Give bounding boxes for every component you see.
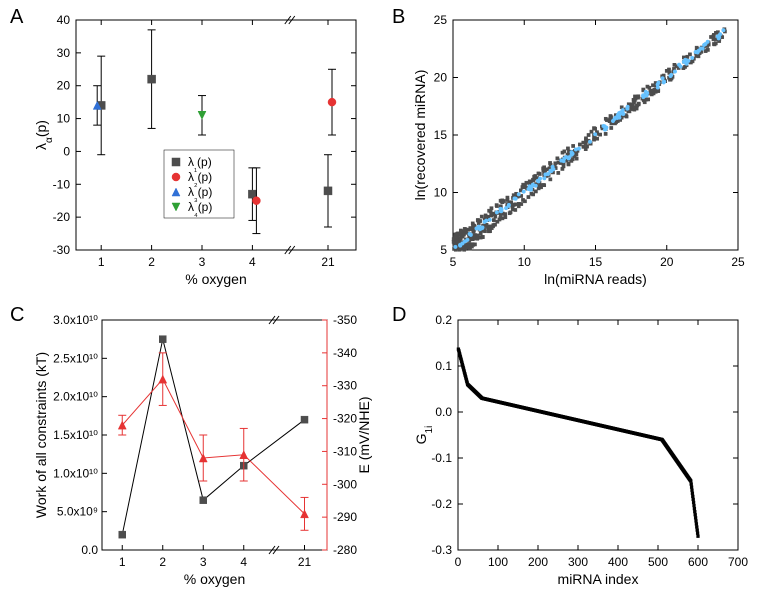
svg-text:-290: -290 <box>333 510 357 524</box>
svg-text:2: 2 <box>159 555 166 569</box>
svg-text:25: 25 <box>731 255 745 269</box>
svg-text:0.2: 0.2 <box>435 313 452 327</box>
svg-text:15: 15 <box>434 128 448 142</box>
svg-text:-30: -30 <box>53 243 71 257</box>
svg-text:10: 10 <box>518 255 532 269</box>
svg-text:E (mV/NHE): E (mV/NHE) <box>356 397 372 474</box>
svg-text:-280: -280 <box>333 543 357 557</box>
svg-text:ln(miRNA reads): ln(miRNA reads) <box>544 271 647 287</box>
svg-text:15: 15 <box>589 255 603 269</box>
svg-text:600: 600 <box>688 555 708 569</box>
svg-text:20: 20 <box>57 79 71 93</box>
svg-text:21: 21 <box>321 255 335 269</box>
svg-text:-20: -20 <box>53 210 71 224</box>
panel-b-label: B <box>392 6 405 29</box>
svg-text:3.0x10¹⁰: 3.0x10¹⁰ <box>53 313 98 327</box>
svg-text:-0.1: -0.1 <box>431 451 452 465</box>
svg-text:G1i: G1i <box>413 426 435 445</box>
svg-text:25: 25 <box>434 13 448 27</box>
panel-b: 5 10 15 20 25 5 10 15 20 25 ln(miRNA reads) ln(reco… <box>408 10 748 290</box>
svg-text:20: 20 <box>660 255 674 269</box>
svg-text:% oxygen: % oxygen <box>184 571 245 587</box>
svg-text:λα(p): λα(p) <box>34 120 55 150</box>
svg-text:-320: -320 <box>333 412 357 426</box>
svg-text:0.0: 0.0 <box>435 405 452 419</box>
svg-text:0.0: 0.0 <box>81 543 98 557</box>
svg-text:40: 40 <box>57 13 71 27</box>
svg-text:-0.3: -0.3 <box>431 543 452 557</box>
svg-text:5: 5 <box>450 255 457 269</box>
panel-d: 0 100 200 300 400 500 600 700 -0.3 -0.2 -0.1 0.0 0.1… <box>408 310 748 590</box>
svg-text:ln(recovered miRNA): ln(recovered miRNA) <box>412 70 428 201</box>
svg-text:2: 2 <box>148 255 155 269</box>
panel-a-label: A <box>10 6 23 29</box>
svg-text:-330: -330 <box>333 379 357 393</box>
svg-text:-350: -350 <box>333 313 357 327</box>
svg-text:10: 10 <box>434 186 448 200</box>
svg-text:-340: -340 <box>333 346 357 360</box>
svg-text:-0.2: -0.2 <box>431 497 452 511</box>
svg-text:0: 0 <box>63 144 70 158</box>
svg-text:miRNA index: miRNA index <box>558 571 639 587</box>
svg-text:5: 5 <box>440 243 447 257</box>
svg-text:2.0x10¹⁰: 2.0x10¹⁰ <box>53 390 98 404</box>
svg-text:3: 3 <box>200 555 207 569</box>
svg-text:2.5x10¹⁰: 2.5x10¹⁰ <box>53 351 98 365</box>
svg-text:30: 30 <box>57 46 71 60</box>
svg-text:400: 400 <box>608 555 628 569</box>
panel-a: -30-20-10010203040123421% oxygenλα(p)λ₁(… <box>34 10 374 290</box>
svg-text:-10: -10 <box>53 177 71 191</box>
svg-text:Work of all constraints (kT): Work of all constraints (kT) <box>34 352 49 518</box>
panel-d-label: D <box>392 304 406 327</box>
svg-text:10: 10 <box>57 112 71 126</box>
svg-text:4: 4 <box>240 555 247 569</box>
svg-text:200: 200 <box>528 555 548 569</box>
svg-text:1: 1 <box>98 255 105 269</box>
svg-text:3: 3 <box>199 255 206 269</box>
panel-c: 0.0 5.0x10⁹ 1.0x10¹⁰ 1.5x10¹⁰ 2.0x10¹⁰ 2.5x10… <box>34 310 374 590</box>
svg-text:500: 500 <box>648 555 668 569</box>
svg-text:300: 300 <box>568 555 588 569</box>
svg-text:1.5x10¹⁰: 1.5x10¹⁰ <box>53 428 98 442</box>
svg-text:4: 4 <box>249 255 256 269</box>
svg-text:0: 0 <box>455 555 462 569</box>
svg-text:700: 700 <box>728 555 748 569</box>
svg-text:0.1: 0.1 <box>435 359 452 373</box>
svg-text:1: 1 <box>119 555 126 569</box>
svg-text:100: 100 <box>488 555 508 569</box>
svg-text:-310: -310 <box>333 444 357 458</box>
svg-text:5.0x10⁹: 5.0x10⁹ <box>57 505 98 519</box>
panel-c-label: C <box>10 304 24 327</box>
svg-text:21: 21 <box>298 555 312 569</box>
svg-text:-300: -300 <box>333 477 357 491</box>
svg-text:20: 20 <box>434 71 448 85</box>
svg-text:1.0x10¹⁰: 1.0x10¹⁰ <box>53 466 98 480</box>
svg-text:% oxygen: % oxygen <box>185 271 246 287</box>
